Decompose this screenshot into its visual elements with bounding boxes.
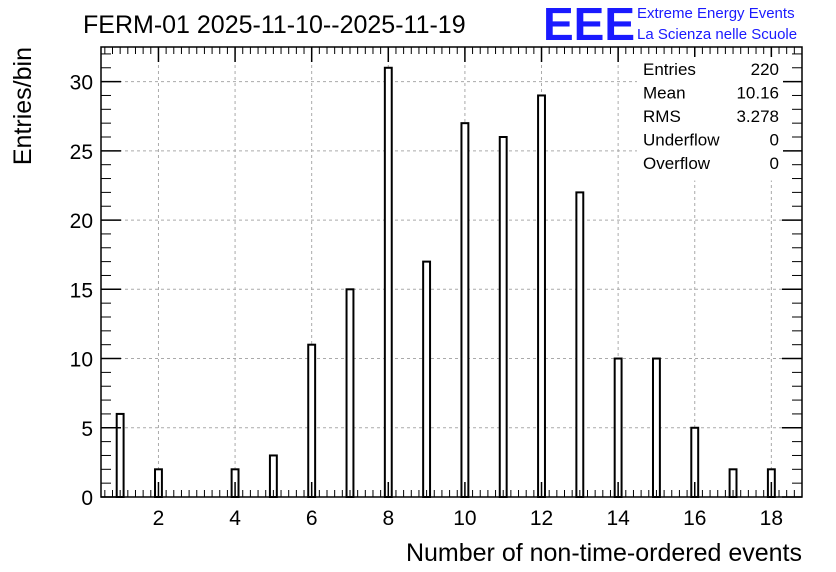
histogram-bar — [460, 122, 470, 499]
stats-label: RMS — [643, 107, 681, 126]
stats-label: Mean — [643, 84, 686, 103]
stats-value: 220 — [751, 60, 779, 79]
y-tick-label: 25 — [70, 141, 93, 164]
histogram-bar — [537, 94, 546, 498]
x-tick-label: 8 — [382, 507, 394, 530]
x-tick-label: 18 — [760, 507, 783, 530]
y-tick-label: 30 — [70, 72, 93, 95]
y-tick-label: 0 — [81, 487, 93, 510]
x-axis-label: Number of non-time-ordered events — [406, 539, 802, 567]
stats-value: 0 — [770, 131, 779, 150]
histogram-bar — [307, 343, 317, 499]
y-tick-label: 10 — [70, 349, 93, 372]
stats-box: Entries 220 Mean 10.16 RMS 3.278 Underflow 0 Ove… — [637, 57, 783, 181]
plot-frame — [100, 46, 803, 498]
stats-label: Underflow — [643, 131, 720, 150]
stats-value: 3.278 — [736, 107, 779, 126]
logo-line-2: La Scienza nelle Scuole — [637, 26, 797, 43]
histogram-bar — [115, 412, 125, 498]
logo-mark: EEE — [543, 0, 635, 50]
histogram-bar — [575, 191, 585, 498]
histogram-bar — [345, 288, 355, 498]
x-tick-label: 6 — [306, 507, 318, 530]
x-tick-label: 2 — [153, 507, 165, 530]
y-tick-label: 5 — [81, 418, 93, 441]
histogram-bar — [613, 357, 623, 498]
stats-value: 0 — [770, 154, 779, 173]
x-tick-label: 10 — [453, 507, 476, 530]
x-tick-label: 4 — [229, 507, 241, 530]
x-tick-label: 14 — [606, 507, 630, 530]
stats-value: 10.16 — [736, 84, 779, 103]
histogram-bar — [651, 357, 661, 498]
y-axis-label: Entries/bin — [9, 47, 37, 165]
y-tick-label: 15 — [70, 279, 93, 302]
histogram-bar — [383, 66, 393, 499]
stats-box-background — [637, 57, 783, 181]
chart-title: FERM-01 2025-11-10--2025-11-19 — [83, 11, 466, 39]
y-tick-label: 20 — [70, 210, 93, 233]
stats-label: Entries — [643, 60, 696, 79]
eee-logo: EEE Extreme Energy Events La Scienza nel… — [543, 0, 797, 50]
histogram-bar — [422, 260, 432, 498]
histogram-bar — [498, 136, 508, 498]
x-tick-label: 16 — [683, 507, 706, 530]
x-tick-label: 12 — [530, 507, 553, 530]
stats-label: Overflow — [643, 154, 711, 173]
logo-line-1: Extreme Energy Events — [637, 5, 795, 22]
tick-labels: 2 4 6 8 10 12 14 16 18 0 5 10 15 20 25 30 — [70, 72, 783, 530]
